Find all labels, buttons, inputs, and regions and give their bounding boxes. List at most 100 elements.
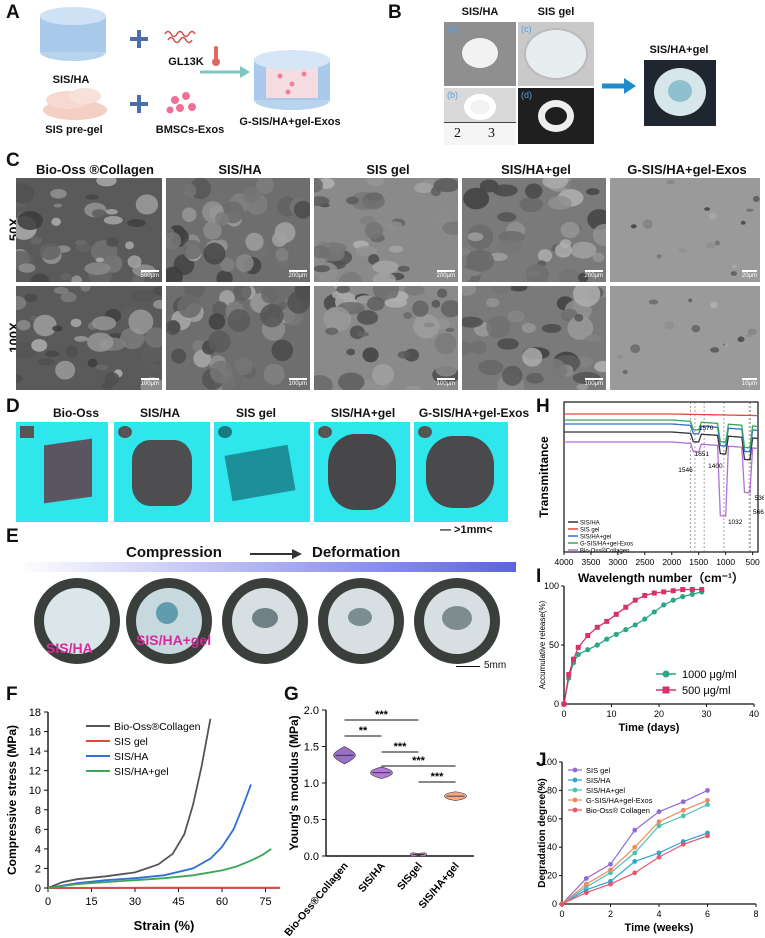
j-ytick-label: 0 (552, 899, 557, 909)
j-legend-label: G-SIS/HA+gel-Exos (586, 796, 653, 805)
label-sisha-gel: SIS/HA+gel (649, 44, 709, 56)
sem-scalebar: 200μm (436, 270, 455, 279)
j-point (680, 807, 686, 813)
h-spectrum-line (564, 419, 759, 449)
e-label-sisha-gel: SIS/HA+gel (136, 632, 212, 648)
h-spectrum-line (564, 431, 759, 461)
f-ytick-label: 2 (35, 863, 41, 875)
g-ylabel: Young's modulus (MPa) (287, 715, 301, 850)
g-sig-label: *** (375, 709, 389, 721)
e-gradient-bar (16, 562, 516, 572)
sem-scalebar: 100μm (288, 378, 307, 387)
sem-image: 20μm (610, 178, 760, 282)
i-ytick-label: 0 (554, 699, 559, 709)
f-ytick-label: 12 (29, 766, 41, 778)
f-xtick-label: 15 (85, 896, 97, 908)
j-point (680, 813, 686, 819)
f-xtick-label: 75 (259, 896, 271, 908)
i-legend-marker (662, 686, 670, 694)
sem-scalebar: 100μm (140, 378, 159, 387)
h-annotation: 536 (755, 495, 764, 502)
h-xtick-label: 4000 (555, 557, 574, 567)
panel-label-g: G (284, 684, 299, 705)
h-xtick-label: 1000 (716, 557, 735, 567)
f-series-line (47, 848, 272, 889)
i-point (575, 651, 581, 658)
sisha-cylinder-top (40, 7, 106, 25)
sem-image: 500μm (16, 178, 162, 282)
g-category-label: SISgel (395, 860, 425, 892)
j-point (705, 833, 710, 839)
j-ytick-label: 60 (547, 814, 557, 824)
h-annotation: 1651 (695, 451, 710, 458)
panel-label-f: F (6, 684, 18, 705)
f-series-line (47, 718, 212, 889)
f-ytick-label: 10 (29, 785, 41, 797)
i-xtick-label: 0 (561, 709, 566, 719)
j-ytick-label: 20 (547, 871, 557, 881)
h-legend-label: SIS/HA (580, 521, 600, 527)
chart-i-release: 0 50 100 0 10 20 30 40 Time (days) Accumulative r… (538, 582, 759, 734)
e-photo-1 (34, 578, 120, 664)
j-ytick-label: 100 (542, 758, 557, 767)
h-annotation: 1032 (728, 519, 743, 526)
h-annotation: 1546 (678, 467, 693, 474)
arrow-b (602, 78, 636, 94)
j-point (705, 788, 710, 793)
g-ytick-label: 0.0 (304, 851, 319, 863)
e-deformation: Deformation (312, 544, 401, 561)
i-point (689, 591, 695, 597)
j-point (656, 809, 662, 815)
j-point (608, 881, 613, 887)
j-point (656, 854, 662, 860)
i-point (651, 609, 657, 615)
sem-scalebar: 100μm (584, 378, 603, 387)
sem-image: 100μm (166, 286, 310, 390)
c-col-5: G-SIS/HA+gel-Exos (627, 162, 747, 177)
j-point (632, 870, 638, 876)
h-annotation: 1400 (708, 463, 723, 470)
photo-e (644, 60, 716, 126)
i-xlabel: Time (days) (619, 722, 680, 734)
h-spectrum-line (564, 423, 759, 453)
g-sig-label: *** (394, 741, 408, 753)
h-xtick-label: 2000 (662, 557, 681, 567)
f-xtick-label: 45 (172, 896, 184, 908)
e-arrow (250, 549, 302, 559)
panel-e: Compression Deformation SIS/HA SIS/HA+ge… (0, 540, 530, 684)
h-xtick-label: 3000 (608, 557, 627, 567)
i-point (613, 611, 619, 617)
j-point (632, 850, 638, 856)
f-ylabel: Compressive stress (MPa) (5, 725, 19, 875)
photo-b: 2 3 (b) (444, 88, 516, 145)
i-point (642, 616, 648, 622)
g-sig-label: ** (359, 725, 368, 737)
i-point (571, 656, 576, 662)
j-point (680, 799, 686, 805)
photo-d: (d) (518, 88, 594, 144)
j-point (608, 861, 613, 867)
h-legend-label: G-SIS/HA+gel-Exos (580, 542, 633, 548)
panel-d-ct: Bio-Oss ®Collagen SIS/HA SIS gel SIS/HA+… (0, 398, 540, 536)
i-point (623, 627, 629, 633)
e-label-sisha: SIS/HA (46, 640, 93, 656)
h-frame (563, 401, 759, 553)
j-point (680, 841, 686, 847)
j-legend-marker (572, 807, 578, 813)
f-legend-label: SIS gel (114, 736, 148, 748)
i-point (670, 597, 676, 603)
i-legend-marker (662, 670, 670, 678)
i-point (623, 604, 629, 610)
c-col-1: Bio-Oss ®Collagen (36, 162, 154, 177)
j-ylabel: Degradation degree(%) (537, 778, 548, 887)
h-xlabel: Wavelength number（cm⁻¹） (578, 570, 744, 585)
i-point (585, 647, 591, 653)
e-photo-2 (126, 578, 212, 664)
j-xlabel: Time (weeks) (625, 922, 694, 934)
i-point (585, 633, 591, 639)
h-spectrum-line (564, 441, 759, 517)
col-sisgel: SIS gel (537, 6, 575, 18)
sem-image: 100μm (314, 286, 458, 390)
sem-scalebar: 200μm (288, 270, 307, 279)
